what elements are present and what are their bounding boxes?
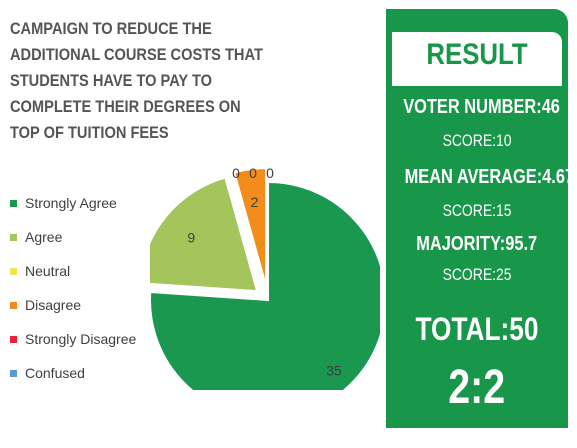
- legend-item: Neutral: [10, 254, 136, 288]
- legend-swatch: [10, 199, 17, 207]
- pie-slice-strongly-agree: [150, 180, 380, 390]
- final-result: 2:2: [448, 361, 506, 414]
- legend-item: Strongly Agree: [10, 186, 136, 220]
- result-header-box: [392, 32, 562, 86]
- legend-item: Disagree: [10, 288, 136, 322]
- pie-slice-disagree: [233, 167, 268, 287]
- score-voter: SCORE:10: [442, 131, 512, 150]
- data-label: 0: [232, 165, 240, 181]
- data-label: 0: [249, 165, 257, 181]
- legend-swatch: [10, 369, 17, 377]
- score-majority: SCORE:25: [442, 265, 512, 284]
- data-label: 9: [187, 230, 195, 246]
- legend-swatch: [10, 233, 17, 241]
- majority: MAJORITY:95.7: [416, 233, 538, 255]
- legend-swatch: [10, 267, 17, 275]
- legend-item: Agree: [10, 220, 136, 254]
- legend-label: Disagree: [25, 297, 82, 313]
- voter-number: VOTER NUMBER:46: [403, 96, 560, 118]
- total-score: TOTAL:50: [415, 311, 539, 347]
- legend-label: Confused: [25, 365, 85, 381]
- legend-label: Strongly Disagree: [25, 331, 137, 347]
- legend-swatch: [10, 335, 17, 343]
- mean-average: MEAN AVERAGE:4.67: [404, 166, 575, 188]
- legend-label: Neutral: [25, 263, 71, 279]
- result-title: RESULT: [426, 38, 528, 71]
- data-label: 2: [251, 194, 259, 210]
- legend-item: Confused: [10, 356, 136, 390]
- legend: Strongly Agree Agree Neutral Disagree Strong…: [10, 186, 136, 390]
- legend-label: Agree: [25, 229, 63, 245]
- chart-title: CAMPAIGN TO REDUCE THE ADDITIONAL COURSE…: [10, 19, 263, 142]
- data-label: 35: [326, 363, 342, 379]
- legend-item: Strongly Disagree: [10, 322, 136, 356]
- score-mean: SCORE:15: [442, 201, 512, 220]
- legend-label: Strongly Agree: [25, 195, 117, 211]
- legend-swatch: [10, 301, 17, 309]
- pie-slice-agree: [150, 176, 259, 293]
- data-label: 0: [266, 165, 274, 181]
